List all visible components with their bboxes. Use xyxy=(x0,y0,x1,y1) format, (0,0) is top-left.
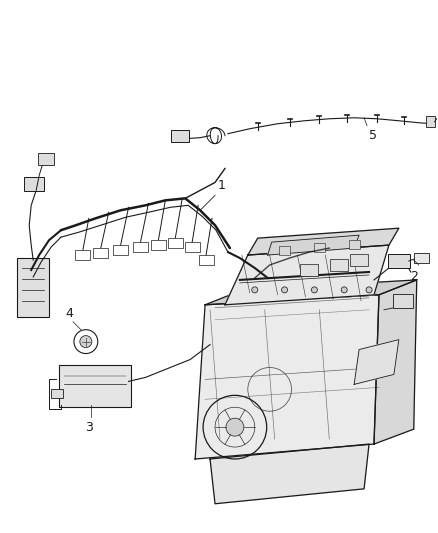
FancyBboxPatch shape xyxy=(388,254,410,268)
Polygon shape xyxy=(268,235,359,255)
Circle shape xyxy=(366,287,372,293)
FancyBboxPatch shape xyxy=(426,116,435,127)
FancyBboxPatch shape xyxy=(314,243,325,252)
FancyBboxPatch shape xyxy=(330,259,348,271)
Polygon shape xyxy=(195,295,379,459)
FancyBboxPatch shape xyxy=(198,255,214,264)
Circle shape xyxy=(252,287,258,293)
Circle shape xyxy=(80,336,92,348)
Text: 2: 2 xyxy=(410,270,418,283)
FancyBboxPatch shape xyxy=(17,258,49,317)
Text: 4: 4 xyxy=(65,306,73,320)
FancyBboxPatch shape xyxy=(414,253,429,263)
FancyBboxPatch shape xyxy=(24,177,44,191)
FancyBboxPatch shape xyxy=(38,152,54,165)
FancyBboxPatch shape xyxy=(168,238,183,248)
Polygon shape xyxy=(354,340,399,384)
FancyBboxPatch shape xyxy=(171,130,189,142)
FancyBboxPatch shape xyxy=(349,240,360,248)
Polygon shape xyxy=(248,228,399,255)
FancyBboxPatch shape xyxy=(393,294,413,308)
FancyBboxPatch shape xyxy=(75,249,90,260)
Text: 1: 1 xyxy=(218,180,226,192)
FancyBboxPatch shape xyxy=(113,245,128,255)
FancyBboxPatch shape xyxy=(50,389,64,398)
Polygon shape xyxy=(225,245,389,305)
Text: 5: 5 xyxy=(369,129,377,142)
Polygon shape xyxy=(210,444,369,504)
Circle shape xyxy=(282,287,288,293)
FancyBboxPatch shape xyxy=(185,241,200,252)
Text: 3: 3 xyxy=(85,421,93,434)
FancyBboxPatch shape xyxy=(350,254,368,266)
Circle shape xyxy=(226,418,244,436)
FancyBboxPatch shape xyxy=(133,241,148,252)
FancyBboxPatch shape xyxy=(151,240,166,249)
Circle shape xyxy=(311,287,318,293)
FancyBboxPatch shape xyxy=(59,366,131,407)
FancyBboxPatch shape xyxy=(93,248,108,257)
Polygon shape xyxy=(205,280,417,305)
FancyBboxPatch shape xyxy=(279,246,290,255)
Circle shape xyxy=(341,287,347,293)
FancyBboxPatch shape xyxy=(300,264,318,276)
Polygon shape xyxy=(374,280,417,444)
